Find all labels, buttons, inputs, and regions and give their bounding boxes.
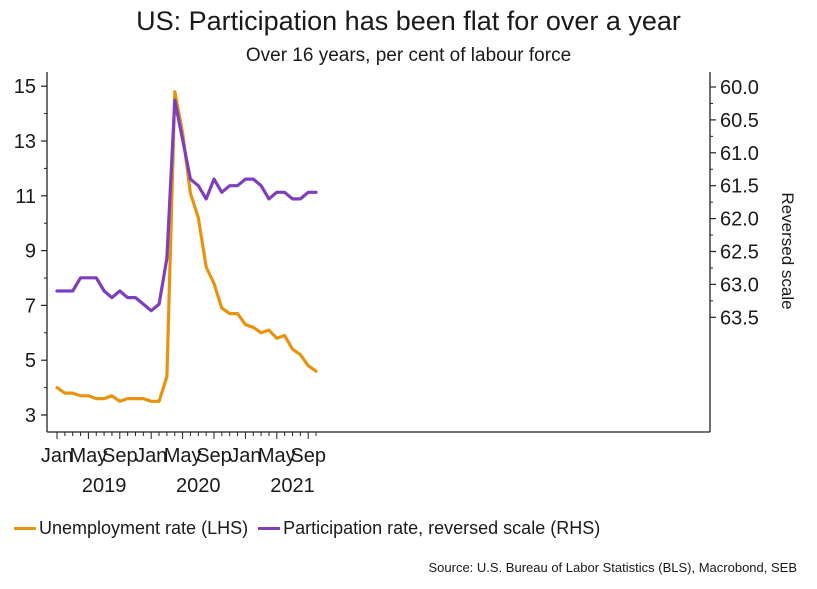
legend: Unemployment rate (LHS) Participation ra… [14, 518, 610, 539]
right-tick-label: 63.5 [720, 307, 759, 329]
right-tick-label: 60.0 [720, 77, 759, 99]
right-tick-label: 60.5 [720, 110, 759, 132]
x-tick-label: Jan [135, 445, 167, 467]
right-tick-label: 62.5 [720, 242, 759, 264]
x-tick-label: Jan [41, 445, 73, 467]
x-tick-label: Sep [196, 445, 232, 467]
x-year-label: 2021 [270, 475, 315, 497]
legend-item-unemployment: Unemployment rate (LHS) [14, 518, 248, 539]
chart-subtitle: Over 16 years, per cent of labour force [245, 45, 572, 66]
legend-label-unemployment: Unemployment rate (LHS) [39, 518, 249, 538]
right-axis-label: Reversed scale [778, 192, 797, 309]
left-tick-label: 15 [14, 76, 36, 98]
left-tick-label: 5 [25, 350, 36, 372]
source-note: Source: U.S. Bureau of Labor Statistics … [428, 560, 797, 575]
x-tick-label: May [164, 445, 202, 467]
x-tick-label: May [258, 445, 296, 467]
left-tick-label: 13 [14, 131, 36, 153]
right-tick-label: 61.0 [720, 143, 759, 165]
x-tick-label: Jan [229, 445, 261, 467]
right-tick-label: 61.5 [720, 176, 759, 198]
right-tick-label: 62.0 [720, 209, 759, 231]
left-tick-label: 9 [25, 241, 36, 263]
legend-label-participation: Participation rate, reversed scale (RHS) [283, 518, 601, 538]
legend-swatch-participation [258, 527, 281, 530]
series-line-participation [55, 98, 318, 313]
x-tick-label: Sep [290, 445, 326, 467]
right-tick-label: 63.0 [720, 274, 759, 296]
x-year-label: 2020 [176, 475, 221, 497]
series-line-unemployment [55, 90, 318, 403]
legend-item-participation: Participation rate, reversed scale (RHS) [258, 518, 600, 539]
left-tick-label: 7 [25, 295, 36, 317]
chart-title: US: Participation has been flat for over… [136, 6, 681, 36]
legend-swatch-unemployment [14, 527, 36, 530]
left-tick-label: 3 [25, 405, 36, 427]
x-tick-label: May [70, 445, 108, 467]
x-tick-label: Sep [102, 445, 138, 467]
left-tick-label: 11 [15, 186, 36, 208]
x-year-label: 2019 [82, 475, 127, 497]
